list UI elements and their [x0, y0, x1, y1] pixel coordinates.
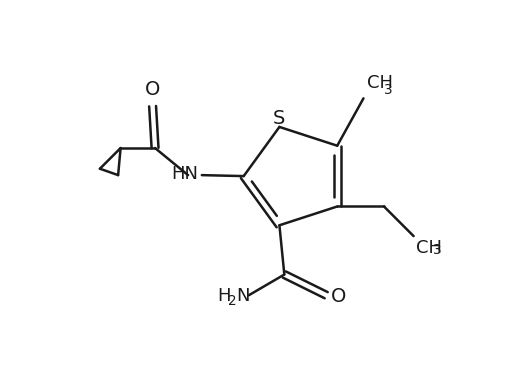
Text: H: H [217, 287, 230, 305]
Text: N: N [236, 287, 249, 305]
Text: CH: CH [416, 239, 442, 257]
Text: 2: 2 [228, 294, 237, 307]
Text: 3: 3 [383, 83, 392, 97]
Text: S: S [273, 109, 286, 128]
Text: 3: 3 [433, 243, 441, 257]
Text: HN: HN [171, 165, 198, 183]
Text: O: O [331, 287, 347, 306]
Text: O: O [145, 80, 160, 99]
Text: CH: CH [367, 74, 393, 93]
